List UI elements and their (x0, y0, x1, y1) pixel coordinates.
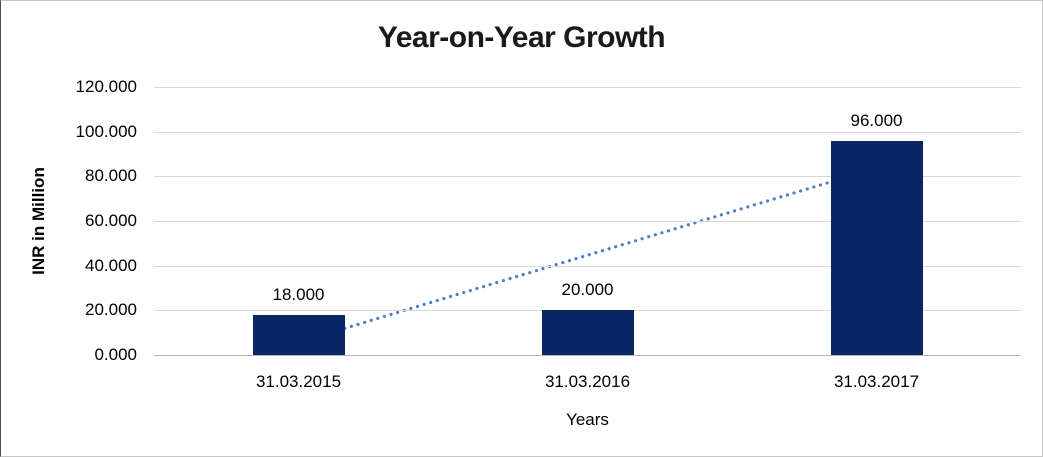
y-tick-label: 60.000 (85, 211, 137, 230)
bar (541, 310, 634, 355)
gridline (154, 87, 1021, 88)
y-tick-label: 120.000 (75, 77, 137, 96)
y-tick-label: 40.000 (85, 256, 137, 275)
gridline (154, 176, 1021, 177)
x-axis-line (154, 355, 1021, 356)
gridline (154, 221, 1021, 222)
bar-value-label: 18.000 (272, 285, 325, 304)
bar-value-label: 20.000 (561, 280, 614, 299)
bar (830, 141, 923, 355)
x-tick-label: 31.03.2017 (833, 372, 920, 391)
bar (252, 315, 345, 355)
y-tick-label: 20.000 (85, 300, 137, 319)
chart-title: Year-on-Year Growth (377, 21, 666, 54)
gridline (154, 132, 1021, 133)
bar-value-label: 96.000 (850, 111, 903, 130)
x-tick-label: 31.03.2015 (255, 372, 342, 391)
y-tick-label: 0.000 (94, 345, 137, 364)
y-tick-label: 80.000 (85, 166, 137, 185)
x-tick-label: 31.03.2016 (544, 372, 631, 391)
y-tick-label: 100.000 (75, 122, 137, 141)
gridline (154, 266, 1021, 267)
x-axis-title: Years (566, 410, 609, 429)
